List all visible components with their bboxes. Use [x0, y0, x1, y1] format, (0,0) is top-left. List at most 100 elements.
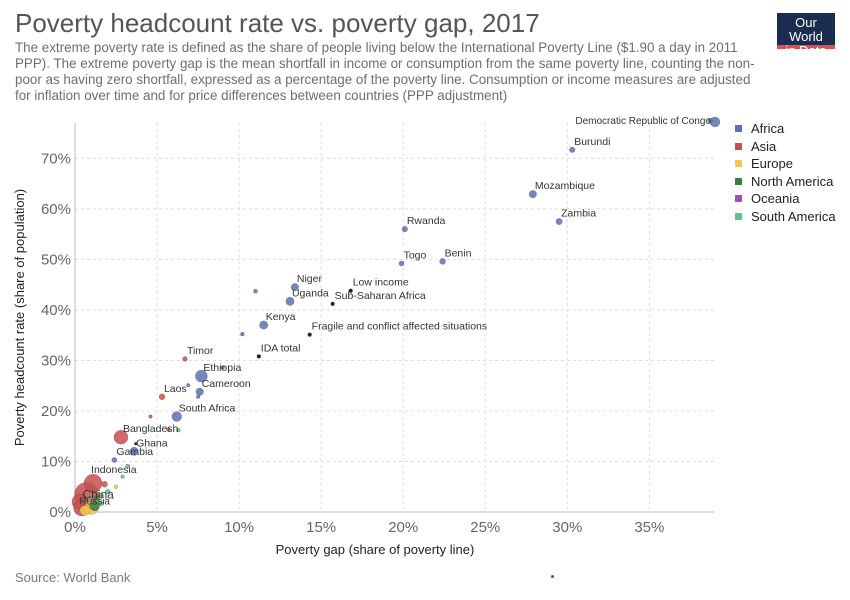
data-point — [330, 301, 335, 306]
y-tick-label: 0% — [49, 504, 71, 521]
point-label: China — [82, 487, 114, 501]
point-label: Zambia — [561, 208, 596, 220]
point-label: Cameroon — [202, 378, 251, 390]
data-point — [113, 430, 129, 445]
data-point — [253, 289, 258, 294]
y-tick-label: 60% — [41, 201, 71, 218]
legend-item[interactable]: Oceania — [735, 190, 836, 208]
point-label: Indonesia — [91, 464, 137, 476]
legend-label: North America — [751, 173, 834, 189]
point-label: IDA total — [261, 342, 301, 354]
data-point — [134, 442, 138, 446]
data-point — [98, 493, 104, 499]
data-point — [555, 218, 563, 225]
point-label: Sub-Saharan Africa — [335, 290, 426, 302]
data-point — [196, 394, 201, 399]
data-point — [111, 457, 118, 463]
data-point — [98, 500, 104, 507]
x-tick-label: 25% — [470, 519, 500, 536]
data-point — [528, 190, 537, 199]
point-label: Gambia — [116, 446, 153, 458]
data-point — [129, 446, 139, 456]
point-label: Kenya — [266, 311, 296, 323]
y-axis-label: Poverty headcount rate (share of populat… — [12, 189, 27, 446]
legend-item[interactable]: North America — [735, 173, 836, 191]
point-label: Ghana — [136, 437, 168, 449]
legend-label: Africa — [751, 121, 785, 137]
data-point — [439, 258, 446, 265]
data-point — [290, 283, 299, 292]
point-label: Bangladesh — [123, 423, 179, 435]
data-point — [182, 356, 188, 362]
legend-item[interactable]: South America — [735, 208, 836, 226]
legend-label: South America — [751, 208, 836, 224]
y-tick-label: 70% — [41, 150, 71, 167]
legend: Africa Asia Europe North America Oceania Sout… — [735, 120, 836, 225]
source-note: Source: World Bank — [15, 570, 131, 585]
footer-dot — [551, 575, 554, 578]
legend-item[interactable]: Europe — [735, 155, 836, 173]
legend-swatch — [735, 160, 742, 168]
data-point — [125, 463, 130, 469]
point-label: Uganda — [292, 287, 329, 299]
logo-line-2: in Data — [785, 43, 827, 58]
point-label: Timor — [187, 345, 214, 357]
x-axis-label: Poverty gap (share of poverty line) — [276, 542, 475, 557]
point-label: Ethiopia — [203, 362, 241, 374]
point-label: South Africa — [179, 403, 236, 415]
data-point — [166, 427, 171, 432]
point-label: Mozambique — [535, 180, 595, 192]
data-point — [401, 226, 408, 233]
data-point — [120, 474, 125, 479]
x-tick-label: 0% — [64, 519, 86, 536]
point-label: Niger — [297, 273, 323, 285]
x-tick-label: 30% — [552, 519, 582, 536]
x-tick-label: 15% — [306, 519, 336, 536]
legend-item[interactable]: Africa — [735, 120, 836, 138]
legend-swatch — [735, 142, 742, 150]
chart-title: Poverty headcount rate vs. poverty gap, … — [15, 8, 540, 38]
data-point — [79, 505, 91, 516]
point-label: Laos — [164, 383, 187, 395]
point-label: Rwanda — [407, 215, 446, 227]
data-point — [220, 365, 225, 370]
point-label: Togo — [404, 249, 427, 261]
data-point — [195, 387, 204, 396]
data-point — [285, 296, 295, 306]
y-tick-label: 50% — [41, 251, 71, 268]
data-point — [101, 481, 108, 488]
data-point — [113, 484, 119, 489]
data-point — [259, 320, 269, 330]
point-label: Russia — [79, 496, 110, 507]
logo-line-1: Our World — [789, 15, 823, 44]
data-point — [707, 117, 713, 124]
legend-item[interactable]: Asia — [735, 138, 836, 156]
y-tick-label: 20% — [41, 403, 71, 420]
data-point — [195, 369, 208, 383]
point-label: Burundi — [574, 136, 610, 148]
data-point — [176, 427, 181, 433]
x-tick-label: 35% — [634, 519, 664, 536]
legend-swatch — [735, 125, 742, 133]
data-point — [240, 331, 245, 337]
x-tick-label: 20% — [388, 519, 418, 536]
data-point — [398, 260, 405, 267]
data-point — [158, 393, 166, 401]
data-point — [105, 489, 111, 495]
point-label: Fragile and conflict affected situations — [312, 321, 488, 333]
our-world-in-data-logo[interactable]: Our World in Data — [777, 13, 835, 58]
point-label: Low income — [353, 277, 409, 289]
point-label: Democratic Republic of Congo — [575, 116, 711, 127]
data-point — [256, 354, 261, 359]
chart-subtitle: The extreme poverty rate is defined as t… — [15, 40, 755, 103]
data-point — [186, 383, 191, 388]
data-point — [87, 497, 93, 503]
point-label: Benin — [445, 247, 472, 259]
y-tick-label: 40% — [41, 302, 71, 319]
legend-swatch — [735, 177, 742, 185]
data-point — [569, 146, 576, 153]
legend-label: Asia — [751, 138, 777, 154]
data-point — [307, 332, 312, 337]
data-point — [89, 500, 100, 512]
